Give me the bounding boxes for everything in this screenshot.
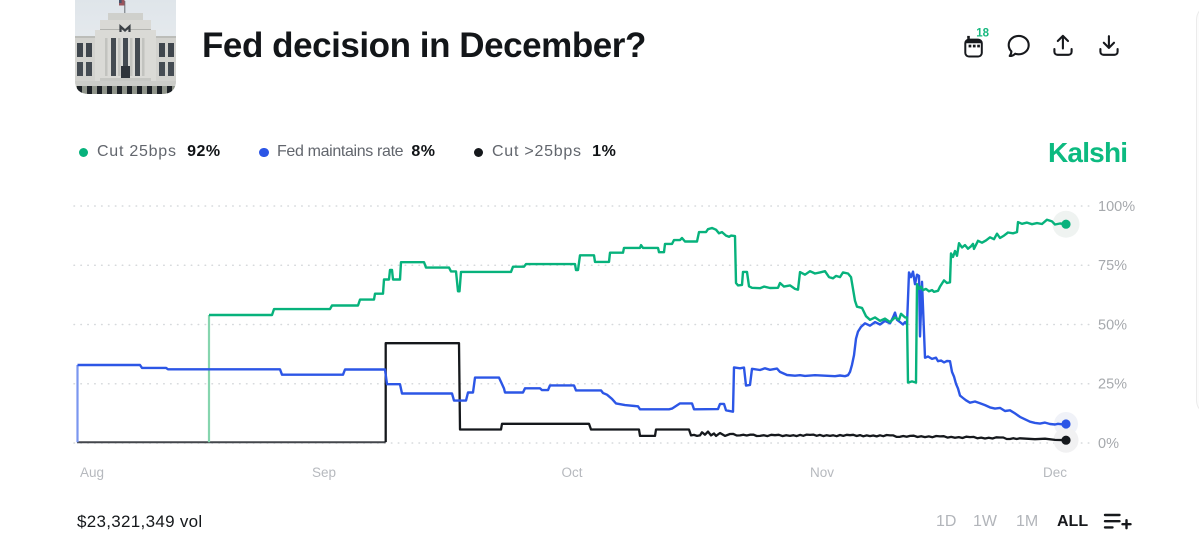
svg-text:Aug: Aug (80, 465, 104, 480)
svg-text:50%: 50% (1098, 317, 1127, 333)
svg-text:0%: 0% (1098, 436, 1119, 452)
svg-text:25%: 25% (1098, 377, 1127, 393)
svg-text:Dec: Dec (1043, 465, 1067, 480)
svg-text:18: 18 (976, 27, 989, 39)
svg-text:75%: 75% (1098, 258, 1127, 274)
svg-text:Sep: Sep (312, 465, 336, 480)
svg-text:Nov: Nov (810, 465, 834, 480)
svg-text:Oct: Oct (561, 465, 582, 480)
svg-text:100%: 100% (1098, 199, 1135, 215)
